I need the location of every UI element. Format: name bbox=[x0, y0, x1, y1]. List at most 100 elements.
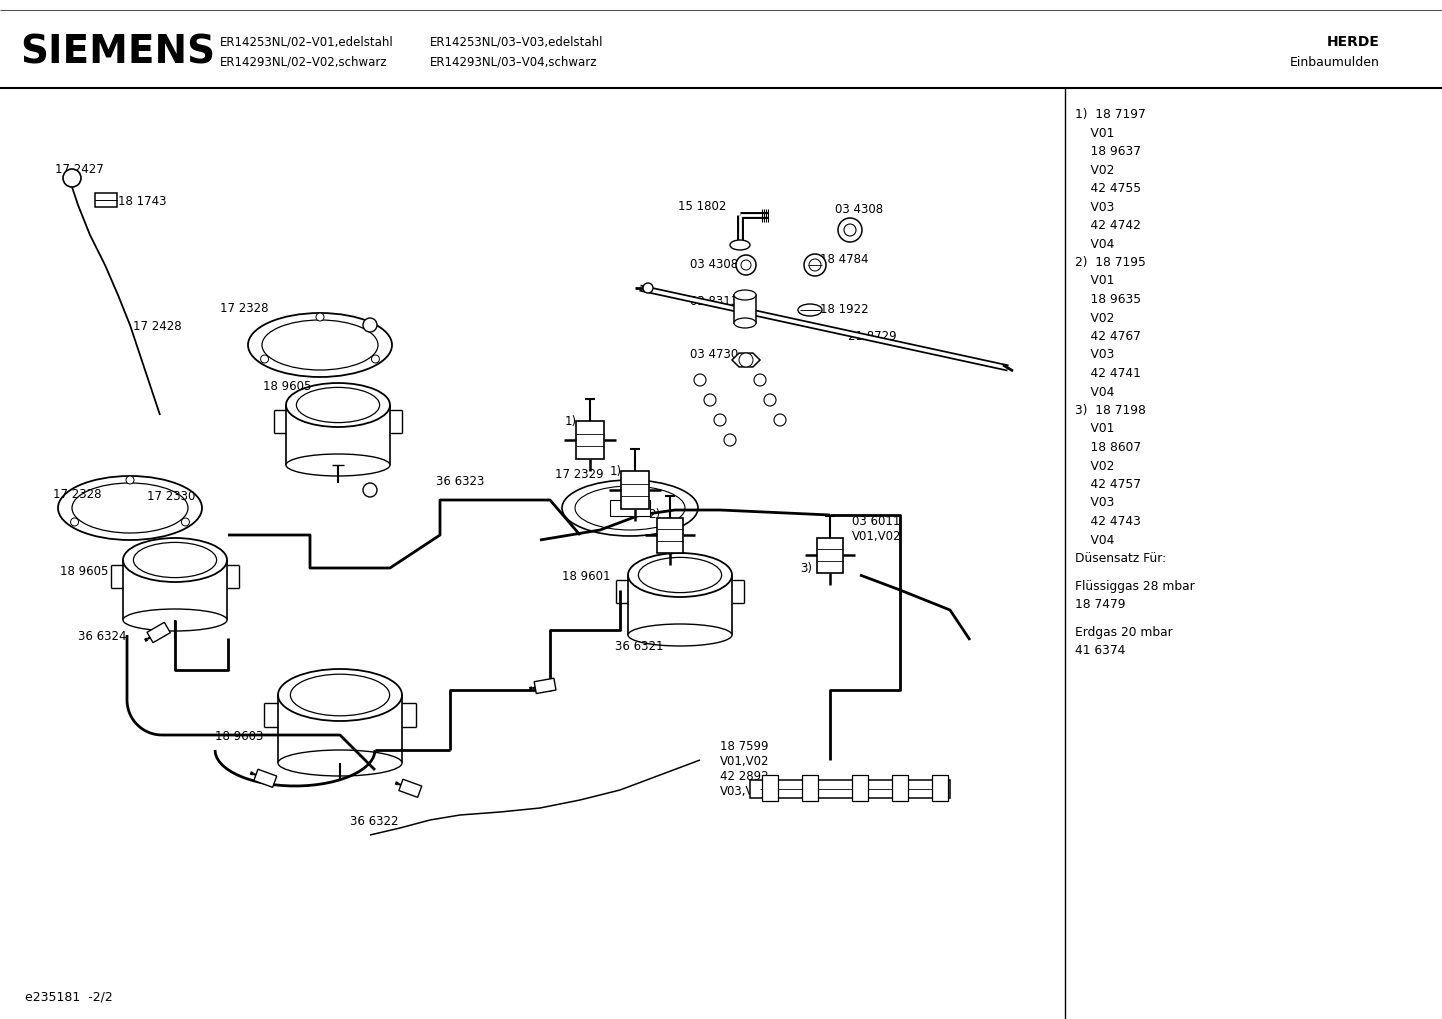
Ellipse shape bbox=[134, 542, 216, 578]
Text: 18 1922: 18 1922 bbox=[820, 303, 868, 316]
Text: V04: V04 bbox=[1074, 534, 1115, 546]
Bar bbox=[893, 775, 908, 801]
Text: 2): 2) bbox=[647, 508, 660, 521]
Circle shape bbox=[805, 254, 826, 276]
Bar bbox=[610, 500, 650, 516]
Text: 42 2892: 42 2892 bbox=[720, 770, 769, 783]
Text: 18 9601: 18 9601 bbox=[562, 570, 610, 583]
Bar bbox=[734, 294, 756, 323]
Bar bbox=[575, 421, 604, 459]
Circle shape bbox=[63, 169, 81, 187]
Text: V03,V04: V03,V04 bbox=[720, 785, 770, 798]
Circle shape bbox=[838, 218, 862, 242]
Text: 18 8607: 18 8607 bbox=[1074, 441, 1141, 454]
Circle shape bbox=[724, 434, 735, 446]
Ellipse shape bbox=[286, 454, 389, 476]
Text: 03 4308: 03 4308 bbox=[691, 258, 738, 271]
Text: 15 1802: 15 1802 bbox=[678, 200, 727, 213]
Text: 18 4784: 18 4784 bbox=[820, 253, 868, 266]
Ellipse shape bbox=[262, 320, 378, 370]
Polygon shape bbox=[399, 780, 421, 797]
Ellipse shape bbox=[797, 304, 822, 316]
Circle shape bbox=[372, 355, 379, 363]
Text: ER14253NL/03–V03,edelstahl: ER14253NL/03–V03,edelstahl bbox=[430, 36, 604, 49]
Text: SIEMENS: SIEMENS bbox=[20, 33, 215, 71]
Ellipse shape bbox=[575, 486, 685, 530]
Text: 1): 1) bbox=[565, 415, 577, 428]
Text: 3)  18 7198: 3) 18 7198 bbox=[1074, 404, 1146, 417]
Text: 17 2427: 17 2427 bbox=[55, 163, 104, 176]
Text: 18 7599: 18 7599 bbox=[720, 740, 769, 753]
Text: 42 4767: 42 4767 bbox=[1074, 330, 1141, 343]
Text: 36 6324: 36 6324 bbox=[78, 630, 127, 643]
Polygon shape bbox=[733, 353, 760, 367]
Text: V03: V03 bbox=[1074, 496, 1115, 510]
Text: Einbaumulden: Einbaumulden bbox=[1291, 55, 1380, 68]
Text: 17 2330: 17 2330 bbox=[147, 490, 195, 503]
Ellipse shape bbox=[734, 290, 756, 300]
Text: 18 9603: 18 9603 bbox=[215, 730, 264, 743]
Circle shape bbox=[735, 255, 756, 275]
Circle shape bbox=[363, 318, 376, 332]
Text: 1): 1) bbox=[610, 465, 622, 478]
Circle shape bbox=[844, 224, 857, 236]
Text: 03 4308: 03 4308 bbox=[835, 203, 883, 216]
Circle shape bbox=[125, 476, 134, 484]
Circle shape bbox=[741, 260, 751, 270]
Text: 36 6321: 36 6321 bbox=[614, 640, 663, 653]
Text: V01: V01 bbox=[1074, 126, 1115, 140]
Text: 17 2328: 17 2328 bbox=[221, 302, 268, 315]
Bar bbox=[658, 518, 684, 552]
Circle shape bbox=[754, 374, 766, 386]
Text: ER14293NL/02–V02,schwarz: ER14293NL/02–V02,schwarz bbox=[221, 55, 388, 68]
Text: 36 6322: 36 6322 bbox=[350, 815, 398, 828]
Text: 03 4730: 03 4730 bbox=[691, 348, 738, 361]
Text: 03 8313: 03 8313 bbox=[691, 294, 738, 308]
Text: 18 9635: 18 9635 bbox=[1074, 293, 1141, 306]
Bar bbox=[761, 775, 779, 801]
Text: Erdgas 20 mbar: Erdgas 20 mbar bbox=[1074, 626, 1172, 639]
Circle shape bbox=[261, 355, 268, 363]
Text: Düsensatz Für:: Düsensatz Für: bbox=[1074, 552, 1167, 565]
Bar bbox=[622, 471, 649, 510]
Ellipse shape bbox=[290, 675, 389, 715]
Text: 36 6323: 36 6323 bbox=[435, 475, 485, 488]
Text: 42 4742: 42 4742 bbox=[1074, 219, 1141, 232]
Text: 17 2428: 17 2428 bbox=[133, 320, 182, 333]
Text: 18 9605: 18 9605 bbox=[262, 380, 311, 393]
Text: 2)  18 7195: 2) 18 7195 bbox=[1074, 256, 1146, 269]
Circle shape bbox=[738, 353, 753, 367]
Text: 18 9605: 18 9605 bbox=[61, 565, 108, 578]
Text: 42 4755: 42 4755 bbox=[1074, 182, 1141, 195]
Bar bbox=[852, 775, 868, 801]
Ellipse shape bbox=[734, 318, 756, 328]
Text: 41 6374: 41 6374 bbox=[1074, 644, 1125, 657]
Circle shape bbox=[316, 313, 324, 321]
Text: V01: V01 bbox=[1074, 274, 1115, 287]
Text: 42 4741: 42 4741 bbox=[1074, 367, 1141, 380]
Circle shape bbox=[694, 374, 707, 386]
Ellipse shape bbox=[297, 387, 379, 423]
Text: ER14253NL/02–V01,edelstahl: ER14253NL/02–V01,edelstahl bbox=[221, 36, 394, 49]
Ellipse shape bbox=[123, 609, 226, 631]
Polygon shape bbox=[534, 679, 557, 694]
Text: 18 7479: 18 7479 bbox=[1074, 598, 1126, 611]
Bar bbox=[95, 193, 117, 207]
Text: 17 2329: 17 2329 bbox=[555, 468, 604, 481]
Text: e235181  -2/2: e235181 -2/2 bbox=[25, 990, 112, 1003]
Circle shape bbox=[809, 259, 820, 271]
Text: V03: V03 bbox=[1074, 201, 1115, 214]
Bar bbox=[750, 780, 950, 798]
Bar bbox=[818, 537, 844, 573]
Circle shape bbox=[643, 283, 653, 293]
Text: 18 1743: 18 1743 bbox=[118, 195, 166, 208]
Text: V02: V02 bbox=[1074, 163, 1115, 176]
Circle shape bbox=[774, 414, 786, 426]
Bar bbox=[802, 775, 818, 801]
Text: Flüssiggas 28 mbar: Flüssiggas 28 mbar bbox=[1074, 580, 1195, 593]
Ellipse shape bbox=[72, 483, 187, 533]
Circle shape bbox=[764, 394, 776, 406]
Text: 21 8729: 21 8729 bbox=[848, 330, 897, 343]
Text: 42 4743: 42 4743 bbox=[1074, 515, 1141, 528]
Polygon shape bbox=[254, 769, 277, 788]
